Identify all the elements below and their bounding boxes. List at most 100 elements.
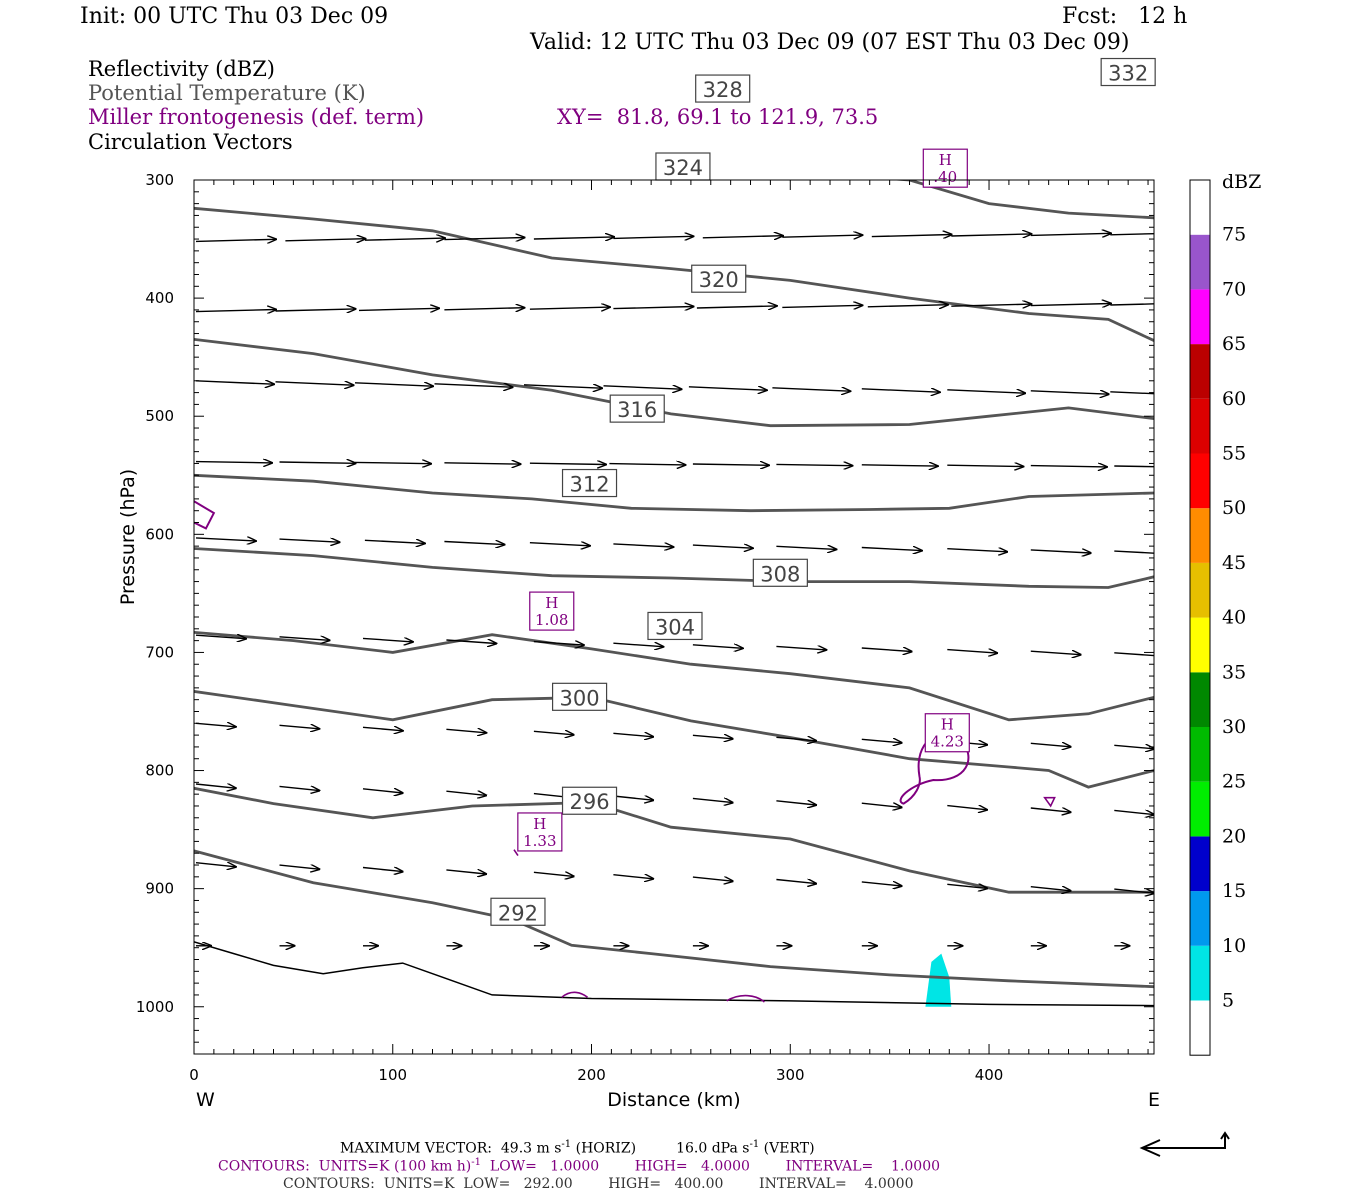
colorbar-label: 25 [1222, 771, 1246, 793]
theta-contour-308 [194, 547, 1154, 589]
circulation-vector [195, 635, 246, 639]
theta-label-328: 328 [703, 78, 743, 102]
colorbar-swatch [1190, 289, 1210, 345]
circulation-vector [1030, 304, 1111, 306]
circulation-vector [275, 382, 354, 385]
circulation-vector [867, 305, 948, 307]
circulation-vector [609, 464, 685, 465]
circulation-vector [696, 306, 777, 308]
colorbar-label: 15 [1222, 880, 1246, 902]
y-axis-label: Pressure (hPa) [117, 469, 139, 605]
y-tick-label: 800 [145, 762, 174, 780]
circulation-vector [279, 725, 320, 729]
circulation-vector [613, 875, 653, 879]
circulation-vector [364, 540, 425, 543]
theta-contour-328 [194, 49, 1154, 147]
colorbar-swatch [1190, 727, 1210, 782]
colorbar-unit: dBZ [1222, 171, 1261, 193]
circulation-vector [446, 791, 486, 795]
x-axis-east: E [1148, 1089, 1160, 1111]
circulation-vector [446, 640, 496, 644]
circulation-vector [692, 464, 769, 465]
circulation-vector [1114, 550, 1154, 554]
colorbar-swatch [1190, 508, 1210, 563]
theta-contour-324 [889, 180, 1154, 220]
circulation-vector [861, 739, 902, 743]
theta-contour-312 [194, 473, 1154, 513]
theta-label-box-308 [752, 558, 808, 587]
colorbar-label: 75 [1222, 224, 1246, 246]
reference-vector-head-icon [1139, 1139, 1161, 1157]
fronto-max-box [924, 713, 970, 753]
fronto-max-h: H [533, 815, 546, 833]
forecast-hour: Fcst: 12 h [1062, 4, 1188, 29]
colorbar-label: 65 [1222, 333, 1246, 355]
circulation-vector [1030, 808, 1071, 812]
circulation-vector [613, 733, 653, 737]
circulation-vector [951, 304, 1031, 306]
circulation-vector [529, 543, 590, 546]
fronto-max-box [529, 591, 575, 631]
circulation-vector [702, 236, 783, 238]
colorbar-frame [1189, 179, 1211, 1056]
circulation-vector [861, 803, 902, 807]
fronto-max-h: H [545, 594, 558, 612]
x-tick-label: 0 [189, 1066, 199, 1084]
circulation-vector [446, 870, 486, 874]
circulation-vector [195, 538, 256, 541]
theta-label-box-292 [490, 897, 546, 926]
x-tick-label: 300 [776, 1066, 805, 1084]
fronto-max-h: H [941, 716, 954, 734]
circulation-vector [362, 727, 403, 731]
y-tick-label: 900 [145, 880, 174, 898]
circulation-vector [362, 638, 413, 642]
circulation-vector [195, 462, 272, 463]
theta-label-box-312 [561, 468, 618, 498]
circulation-vector [947, 549, 1007, 552]
colorbar-label: 50 [1222, 497, 1246, 519]
circulation-vector [1114, 652, 1154, 657]
fronto-max-value: .40 [933, 168, 957, 186]
circulation-vector [195, 863, 236, 867]
y-tick-label: 1000 [136, 998, 174, 1016]
theta-label-300: 300 [560, 686, 600, 710]
fronto-contour [194, 500, 216, 530]
colorbar-swatch [1190, 344, 1210, 399]
theta-label-box-320 [691, 264, 747, 293]
colorbar-label: 35 [1222, 661, 1246, 683]
circulation-vector [1110, 232, 1154, 236]
theta-label-332: 332 [1108, 62, 1148, 86]
circulation-vector [861, 389, 940, 392]
circulation-vector [279, 865, 320, 869]
circulation-vector [776, 737, 816, 741]
theta-contour-304 [194, 631, 1154, 722]
circulation-vector [1110, 303, 1154, 306]
circulation-vector [362, 789, 403, 793]
circulation-vector [354, 383, 433, 386]
circulation-vector [947, 806, 987, 810]
circulation-vector [1030, 466, 1107, 467]
circulation-vector [692, 877, 733, 881]
footer-contours-miller: CONTOURS: UNITS=K (100 km h)-1 LOW= 1.00… [218, 1157, 941, 1175]
theta-label-box-316 [609, 394, 665, 423]
fronto-max-box [922, 148, 968, 188]
circulation-vector [692, 798, 733, 802]
circulation-vector [861, 465, 938, 466]
colorbar-swatch [1190, 398, 1210, 454]
theta-label-box-332 [1100, 57, 1156, 87]
circulation-vector [195, 310, 276, 312]
circulation-vector [358, 308, 439, 310]
theta-label-312: 312 [569, 473, 609, 497]
colorbar-label: 10 [1222, 935, 1246, 957]
circulation-vector [1030, 743, 1071, 747]
y-tick-label: 600 [145, 525, 174, 543]
circulation-vector [533, 642, 584, 646]
circulation-vector [533, 731, 574, 735]
circulation-vector [947, 884, 987, 888]
circulation-vector [692, 735, 733, 739]
theta-label-box-296 [561, 786, 618, 815]
circulation-vector [364, 238, 445, 240]
y-tick-label: 700 [145, 643, 174, 661]
circulation-vector [444, 308, 524, 310]
circulation-vector [861, 548, 922, 551]
